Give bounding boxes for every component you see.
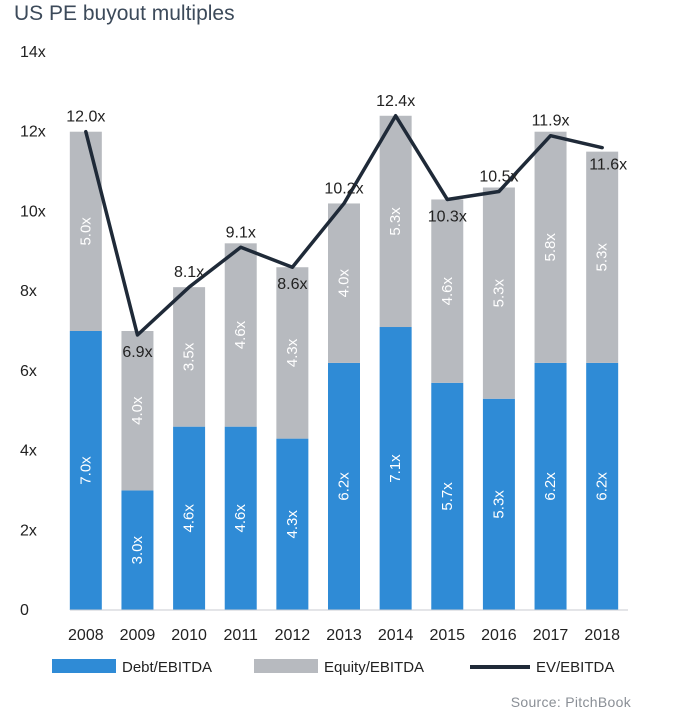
equity-bar-label: 5.8x: [542, 233, 559, 262]
equity-bar-label: 4.6x: [232, 320, 249, 349]
x-tick-label: 2014: [378, 627, 414, 644]
x-axis: 2008 2009 2010 2011 2012 2013 2014 2015 2016 2017…: [68, 627, 620, 644]
equity-bar: [534, 131, 567, 363]
equity-bar: [276, 267, 309, 439]
debt-bar: [69, 331, 102, 610]
x-tick-label: 2009: [120, 627, 156, 644]
debt-bar-label: 7.1x: [387, 454, 404, 483]
debt-bar-label: 6.2x: [594, 472, 611, 501]
legend-ev-label: EV/EBITDA: [536, 659, 614, 676]
equity-bar-label: 5.0x: [77, 217, 94, 246]
x-tick-label: 2016: [481, 627, 517, 644]
bars: 7.0x 5.0x 3.0x 4.0x 4.6x 3.5x 4.6x 4.6x 4.3x 4.3x…: [69, 115, 628, 611]
legend-equity-label: Equity/EBITDA: [324, 659, 424, 676]
debt-bar-label: 4.6x: [181, 504, 198, 533]
debt-bar: [121, 490, 154, 610]
debt-bar: [173, 426, 206, 610]
x-tick-label: 2013: [326, 627, 362, 644]
ev-value-label: 10.3x: [428, 208, 467, 225]
debt-bar: [224, 426, 257, 610]
equity-bar-label: 4.0x: [129, 396, 146, 425]
debt-bar: [431, 382, 464, 610]
debt-bar-label: 3.0x: [129, 536, 146, 565]
equity-bar: [586, 151, 619, 363]
y-tick-label: 0: [20, 602, 29, 619]
x-tick-label: 2011: [224, 627, 259, 644]
equity-bar-label: 3.5x: [181, 342, 198, 371]
debt-bar: [328, 362, 360, 610]
x-tick-label: 2018: [584, 627, 620, 644]
x-tick-label: 2010: [171, 627, 207, 644]
equity-bar-label: 5.3x: [387, 207, 404, 236]
ev-value-label: 12.0x: [66, 109, 105, 126]
ev-value-label: 12.4x: [376, 93, 415, 110]
equity-bar-label: 5.3x: [490, 278, 507, 307]
y-tick-label: 6x: [20, 363, 37, 380]
ev-line-path: [84, 114, 604, 337]
ev-value-label: 9.1x: [226, 224, 256, 241]
debt-bar-label: 4.3x: [284, 510, 301, 539]
debt-bar: [276, 438, 309, 610]
equity-bar: [69, 131, 102, 331]
equity-bar: [121, 331, 154, 491]
equity-bar-label: 4.0x: [336, 268, 353, 297]
legend-equity-swatch: [254, 659, 318, 673]
debt-bar-label: 4.6x: [232, 504, 249, 533]
y-tick-label: 14x: [20, 44, 46, 61]
debt-bar-label: 5.3x: [490, 490, 507, 519]
debt-bar: [379, 327, 412, 610]
debt-bar: [534, 362, 567, 610]
debt-bar: [482, 398, 515, 610]
x-tick-label: 2017: [533, 627, 569, 644]
x-tick-label: 2012: [275, 627, 311, 644]
equity-bar: [328, 203, 360, 363]
debt-bar: [586, 362, 619, 610]
legend-debt-swatch: [52, 659, 116, 673]
equity-bar: [431, 199, 464, 383]
legend-debt-label: Debt/EBITDA: [122, 659, 212, 676]
ev-value-label: 8.6x: [277, 276, 307, 293]
x-tick-label: 2015: [429, 627, 465, 644]
debt-bar-label: 6.2x: [336, 472, 353, 501]
ev-value-label: 8.1x: [174, 264, 204, 281]
source-note: Source: PitchBook: [510, 694, 631, 710]
ev-line: 12.0x 6.9x 8.1x 9.1x 8.6x 10.2x 12.4x 10.3x 10.5…: [66, 93, 627, 361]
equity-bar: [224, 243, 257, 427]
debt-bar-label: 6.2x: [542, 472, 559, 501]
ev-value-label: 6.9x: [122, 344, 152, 361]
debt-bar-label: 5.7x: [439, 482, 456, 511]
equity-bar: [379, 115, 412, 328]
y-tick-label: 4x: [20, 443, 37, 460]
equity-bar-label: 4.3x: [284, 338, 301, 367]
ev-value-label: 11.6x: [589, 157, 627, 174]
y-tick-label: 12x: [20, 124, 46, 141]
y-tick-label: 2x: [20, 522, 37, 539]
equity-bar-label: 4.6x: [439, 276, 456, 305]
ev-value-label: 11.9x: [532, 113, 570, 130]
legend: Debt/EBITDA Equity/EBITDA EV/EBITDA: [52, 659, 614, 676]
ev-value-label: 10.2x: [324, 180, 363, 197]
equity-bar: [482, 187, 515, 399]
chart-title: US PE buyout multiples: [14, 2, 235, 25]
ev-value-label: 10.5x: [479, 169, 518, 186]
equity-bar-label: 5.3x: [594, 243, 611, 272]
y-tick-label: 10x: [20, 203, 46, 220]
debt-bar-label: 7.0x: [77, 456, 94, 485]
x-tick-label: 2008: [68, 627, 104, 644]
equity-bar: [173, 287, 206, 427]
y-axis: 0 2x 4x 6x 8x 10x 12x 14x: [20, 44, 46, 619]
y-tick-label: 8x: [20, 283, 37, 300]
